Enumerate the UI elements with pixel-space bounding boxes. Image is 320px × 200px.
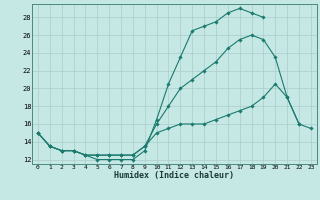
X-axis label: Humidex (Indice chaleur): Humidex (Indice chaleur) bbox=[115, 171, 234, 180]
